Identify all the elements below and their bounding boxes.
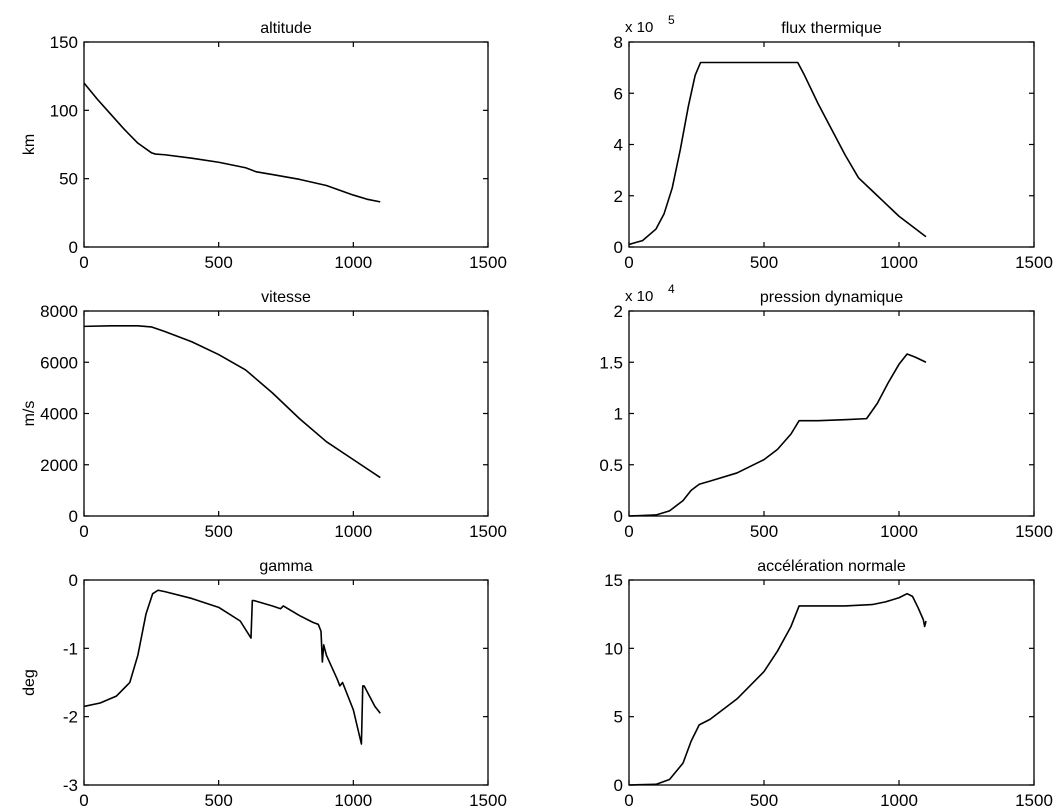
axes-frame	[628, 41, 1035, 248]
series-line	[83, 589, 381, 745]
y-exponent-label: x 10	[625, 288, 653, 305]
x-tick-label: 1500	[469, 253, 507, 272]
axes-frame	[83, 579, 489, 786]
axes-frame	[628, 579, 1035, 786]
subplot-title: altitude	[260, 20, 312, 37]
y-tick-label: 0	[614, 238, 623, 257]
x-tick-label: 500	[750, 253, 778, 272]
series-line	[628, 61, 927, 246]
subplot-1: 0 500 1000 1500 0 2 4 6 8 flux thermique x 10 5	[614, 13, 1053, 272]
y-exponent-label: x 10	[625, 19, 653, 36]
subplot-4: 0 500 1000 1500 -3 -2 -1 0 gamma deg	[21, 558, 507, 810]
y-tick-label: -1	[63, 639, 78, 658]
x-tick-label: 0	[79, 791, 88, 810]
x-tick-label: 0	[624, 253, 633, 272]
x-tick-label: 0	[624, 522, 633, 541]
x-tick-label: 1000	[880, 253, 918, 272]
x-tick-label: 1000	[880, 522, 918, 541]
y-tick-label: 4000	[40, 405, 78, 424]
x-tick-label: 0	[79, 253, 88, 272]
x-tick-label: 1500	[1015, 253, 1053, 272]
subplot-title: accélération normale	[757, 558, 906, 575]
x-tick-label: 0	[624, 791, 633, 810]
y-tick-label: 0	[614, 507, 623, 526]
subplot-0: 0 500 1000 1500 0 50 100 150 altitude km	[21, 20, 507, 272]
y-tick-label: -2	[63, 708, 78, 727]
y-tick-label: 50	[59, 170, 78, 189]
subplot-title: gamma	[259, 558, 312, 575]
x-tick-label: 500	[204, 522, 232, 541]
y-tick-label: 8	[614, 33, 623, 52]
x-tick-label: 500	[750, 791, 778, 810]
y-tick-label: 1.5	[599, 353, 623, 372]
axes-frame	[83, 41, 489, 248]
y-tick-label: 2	[614, 302, 623, 321]
y-tick-label: 8000	[40, 302, 78, 321]
y-exponent-power: 4	[668, 282, 675, 296]
y-tick-label: 0	[69, 238, 78, 257]
y-tick-label: -3	[63, 776, 78, 795]
x-tick-label: 1000	[334, 791, 372, 810]
y-tick-label: 6000	[40, 353, 78, 372]
y-tick-label: 6	[614, 84, 623, 103]
y-tick-label: 0	[614, 776, 623, 795]
x-tick-label: 1000	[334, 522, 372, 541]
y-tick-label: 2000	[40, 456, 78, 475]
y-exponent-power: 5	[668, 13, 675, 27]
series-line	[83, 325, 381, 479]
x-tick-label: 500	[204, 791, 232, 810]
x-tick-label: 0	[79, 522, 88, 541]
y-tick-label: 5	[614, 708, 623, 727]
subplot-2: 0 500 1000 1500 0 2000 4000 6000 8000 vitesse m/s	[21, 289, 507, 541]
y-tick-label: 2	[614, 187, 623, 206]
y-tick-label: 0	[69, 571, 78, 590]
y-axis-label: km	[21, 134, 38, 155]
x-tick-label: 1500	[469, 522, 507, 541]
axes-frame	[628, 310, 1035, 517]
subplot-title: pression dynamique	[760, 289, 903, 306]
y-tick-label: 4	[614, 136, 623, 155]
axes-frame	[83, 310, 489, 517]
x-tick-label: 1000	[880, 791, 918, 810]
x-tick-label: 1500	[1015, 522, 1053, 541]
series-line	[628, 592, 927, 786]
x-tick-label: 500	[750, 522, 778, 541]
x-tick-label: 500	[204, 253, 232, 272]
y-tick-label: 15	[604, 571, 623, 590]
x-tick-label: 1500	[469, 791, 507, 810]
subplot-5: 0 500 1000 1500 0 5 10 15 accélération normale	[604, 558, 1053, 810]
y-tick-label: 0	[69, 507, 78, 526]
subplot-3: 0 500 1000 1500 0 0.5 1 1.5 2 pression dynamique x…	[599, 282, 1053, 541]
subplot-title: flux thermique	[781, 20, 882, 37]
y-axis-label: m/s	[21, 401, 38, 427]
x-tick-label: 1500	[1015, 791, 1053, 810]
series-line	[83, 82, 381, 203]
y-tick-label: 150	[50, 33, 78, 52]
y-tick-label: 10	[604, 639, 623, 658]
y-tick-label: 1	[614, 405, 623, 424]
y-tick-label: 100	[50, 101, 78, 120]
y-tick-label: 0.5	[599, 456, 623, 475]
x-tick-label: 1000	[334, 253, 372, 272]
y-axis-label: deg	[21, 669, 38, 696]
series-line	[628, 353, 927, 517]
subplot-title: vitesse	[261, 289, 311, 306]
